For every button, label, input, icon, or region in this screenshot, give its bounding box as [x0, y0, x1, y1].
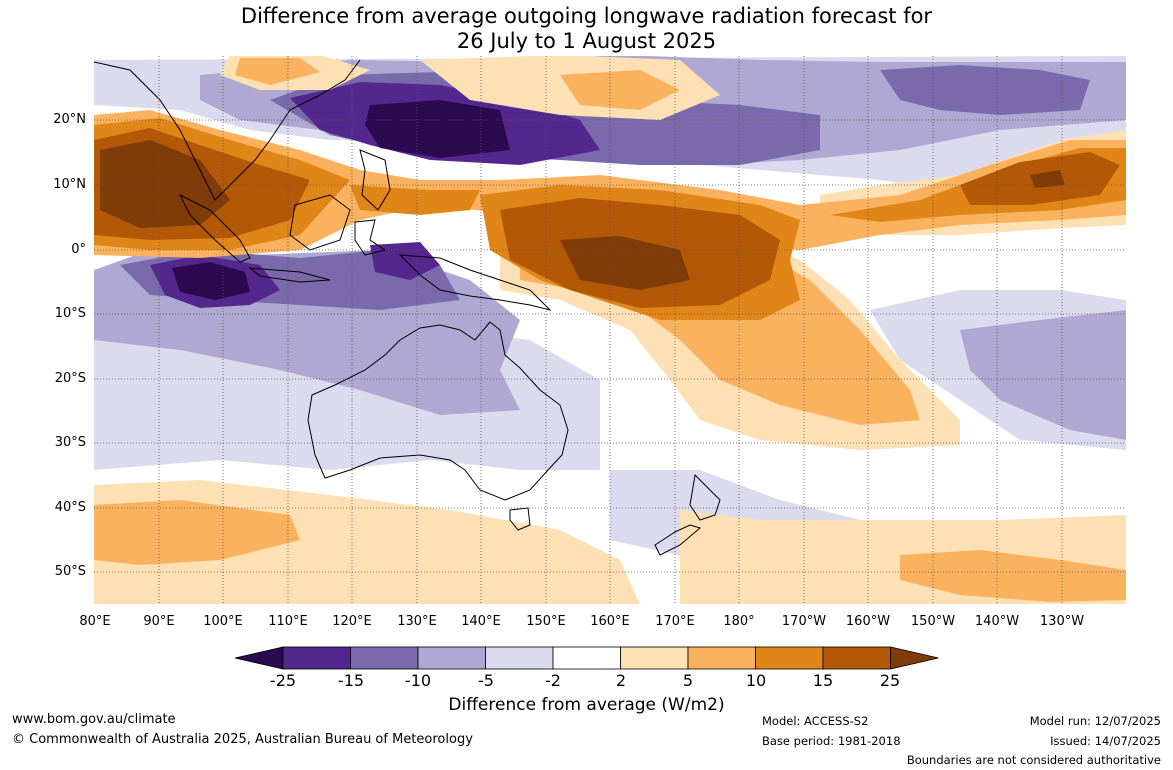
- tasmania-coastline: [509, 507, 531, 531]
- colorbar-extend-high: [890, 646, 939, 670]
- sumatra-coastline: [178, 193, 251, 263]
- title-line-1: Difference from average outgoing longwav…: [240, 4, 933, 28]
- anomaly-region: [960, 310, 1126, 440]
- anomaly-region: [880, 65, 1090, 115]
- issued-date: Issued: 14/07/2025: [1050, 734, 1161, 748]
- colorbar-bin: [282, 646, 351, 670]
- anomaly-region: [1030, 170, 1065, 188]
- lat-label: 30°S: [54, 435, 86, 450]
- lon-label: 130°E: [397, 614, 437, 629]
- colorbar-tick-label: 5: [682, 671, 694, 690]
- colorbar-bin: [552, 646, 621, 670]
- new-guinea-coastline: [398, 254, 552, 311]
- model-name: Model: ACCESS-S2: [762, 714, 869, 728]
- colorbar-tick-label: 2: [615, 671, 627, 690]
- title-line-2: 26 July to 1 August 2025: [456, 29, 717, 53]
- copyright-notice: © Commonwealth of Australia 2025, Austra…: [12, 732, 473, 747]
- colorbar-tick-label: 10: [745, 671, 767, 690]
- website-url[interactable]: www.bom.gov.au/climate: [12, 712, 176, 727]
- lon-label: 150°E: [526, 614, 566, 629]
- new-zealand-coastline: [654, 473, 721, 556]
- anomaly-region: [235, 58, 320, 85]
- colorbar-tick-label: 25: [879, 671, 901, 690]
- colorbar-extend-low: [234, 646, 284, 670]
- colorbar-title: Difference from average (W/m2): [448, 695, 725, 715]
- gridlines: [94, 56, 1126, 604]
- anomaly-region: [900, 550, 1126, 602]
- lon-label: 160°E: [590, 614, 630, 629]
- colorbar-bin: [620, 646, 689, 670]
- boundaries-disclaimer: Boundaries are not considered authoritat…: [906, 753, 1161, 767]
- anomaly-region: [94, 500, 300, 565]
- lat-label: 40°S: [54, 500, 86, 515]
- lon-label: 140°E: [461, 614, 501, 629]
- lon-label: 170°W: [781, 614, 827, 629]
- anomaly-region: [100, 140, 230, 228]
- lon-label: 110°E: [268, 614, 308, 629]
- colorbar-tick-label: 15: [812, 671, 834, 690]
- colorbar-bin: [485, 646, 554, 670]
- lat-label: 20°S: [54, 371, 86, 386]
- anomaly-region: [560, 70, 680, 110]
- anomaly-region: [172, 262, 250, 300]
- lon-label: 160°W: [845, 614, 891, 629]
- colorbar-bin: [755, 646, 824, 670]
- lat-label: 10°N: [53, 177, 86, 192]
- lon-label: 80°E: [79, 614, 111, 629]
- lat-label: 20°N: [53, 112, 86, 127]
- base-period: Base period: 1981-2018: [762, 734, 901, 748]
- colorbar-tick-label: -10: [404, 671, 432, 690]
- colorbar-bin: [687, 646, 756, 670]
- colorbar-bin: [417, 646, 486, 670]
- lon-label: 90°E: [143, 614, 175, 629]
- lon-label: 120°E: [332, 614, 372, 629]
- anomaly-region: [560, 236, 690, 290]
- borneo-coastline: [289, 194, 351, 251]
- lon-label: 130°W: [1039, 614, 1085, 629]
- anomaly-region: [350, 185, 480, 215]
- lon-label: 100°E: [203, 614, 243, 629]
- colorbar-tick-label: -2: [545, 671, 561, 690]
- colorbar-tick-label: -25: [269, 671, 297, 690]
- anomaly-region: [365, 100, 510, 158]
- colorbar-tick-label: -15: [337, 671, 365, 690]
- philippines-coastline: [359, 149, 391, 211]
- australia-coastline: [307, 321, 569, 501]
- lat-label: 50°S: [54, 564, 86, 579]
- colorbar-tick-label: -5: [478, 671, 494, 690]
- lon-label: 180°: [723, 614, 755, 629]
- lat-label: 10°S: [54, 306, 86, 321]
- model-run-date: Model run: 12/07/2025: [1029, 714, 1161, 728]
- colorbar-bin: [822, 646, 891, 670]
- java-coastline: [248, 267, 331, 283]
- map-title: Difference from average outgoing longwav…: [0, 4, 1173, 54]
- lon-label: 170°E: [655, 614, 695, 629]
- anomaly-region: [370, 242, 440, 280]
- lon-label: 140°W: [974, 614, 1020, 629]
- colorbar-bin: [350, 646, 419, 670]
- lon-label: 150°W: [910, 614, 956, 629]
- colorbar: [234, 646, 939, 670]
- lat-label: 0°: [71, 242, 86, 257]
